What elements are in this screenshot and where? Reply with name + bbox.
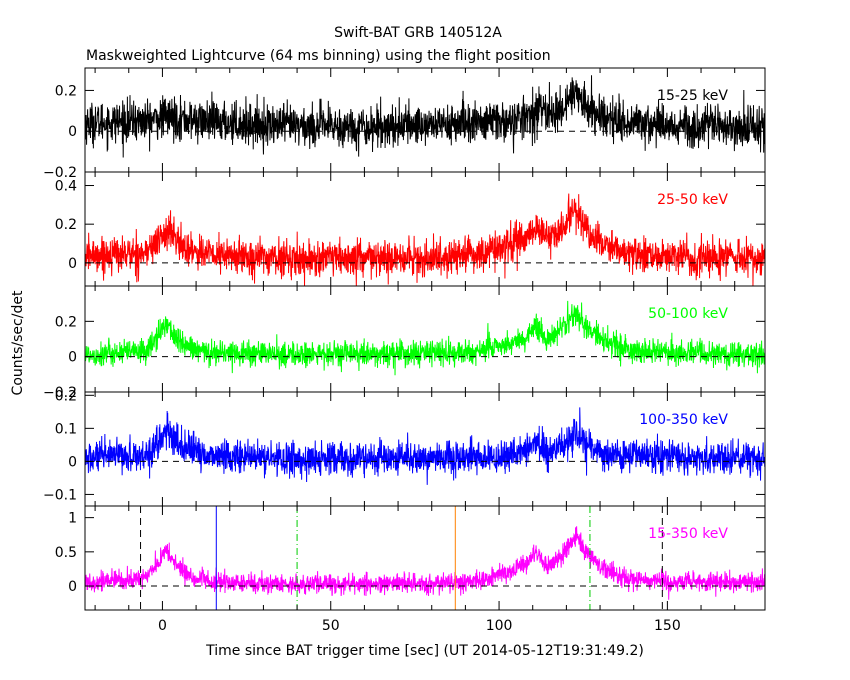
- panel-50-100-kev: −0.2 0 0.2 50-100 keV: [43, 285, 766, 401]
- chart-subtitle: Maskweighted Lightcurve (64 ms binning) …: [86, 48, 551, 64]
- x-tick-label: 0: [158, 618, 167, 634]
- y-tick-label: 0.5: [55, 545, 77, 561]
- y-tick-label: 0: [68, 124, 77, 140]
- panel-15-350-kev: 0 0.5 1 15-350 keV: [55, 505, 766, 611]
- y-tick-label: 0.4: [55, 179, 77, 195]
- y-tick-label: 0: [68, 454, 77, 470]
- band-label: 25-50 keV: [657, 192, 728, 208]
- panel-15-25-kev: −0.2 0 0.2 15-25 keV: [43, 67, 766, 181]
- panel-stack: −0.2 0 0.2 15-25 keV 0 0.2 0.4 25-50 keV −0.2 0 0.…: [43, 67, 766, 634]
- band-label: 50-100 keV: [648, 306, 728, 322]
- band-label: 100-350 keV: [639, 412, 728, 428]
- x-tick-label: 50: [322, 618, 340, 634]
- y-tick-label: −0.1: [43, 487, 77, 503]
- y-tick-label: 0.2: [55, 388, 77, 404]
- x-tick-label: 150: [654, 618, 681, 634]
- lightcurve-series: [85, 193, 765, 286]
- band-label: 15-25 keV: [657, 88, 728, 104]
- band-label: 15-350 keV: [648, 526, 728, 542]
- y-tick-label: 0.2: [55, 217, 77, 233]
- y-tick-label: 0: [68, 256, 77, 272]
- y-tick-label: −0.2: [43, 165, 77, 181]
- lightcurve-series: [85, 407, 765, 485]
- chart-title: Swift-BAT GRB 140512A: [334, 25, 502, 41]
- y-tick-label: 0.2: [55, 314, 77, 330]
- y-tick-label: 1: [68, 511, 77, 527]
- panel-100-350-kev: −0.1 0 0.1 0.2 100-350 keV: [43, 388, 766, 507]
- y-tick-label: 0.2: [55, 83, 77, 99]
- y-tick-label: −0.2: [43, 385, 77, 401]
- panel-frame: [84, 505, 766, 611]
- lightcurve-series: [85, 300, 765, 376]
- panel-25-50-kev: 0 0.2 0.4 25-50 keV: [55, 171, 766, 287]
- lightcurve-series: [85, 75, 765, 158]
- panel-frame: [84, 285, 766, 393]
- y-tick-label: 0.1: [55, 421, 77, 437]
- x-axis-label: Time since BAT trigger time [sec] (UT 20…: [205, 643, 644, 659]
- y-axis-label: Counts/sec/det: [10, 290, 26, 395]
- lightcurve-series: [85, 526, 765, 600]
- y-tick-label: 0: [68, 350, 77, 366]
- x-tick-label: 100: [486, 618, 513, 634]
- y-tick-label: 0: [68, 579, 77, 595]
